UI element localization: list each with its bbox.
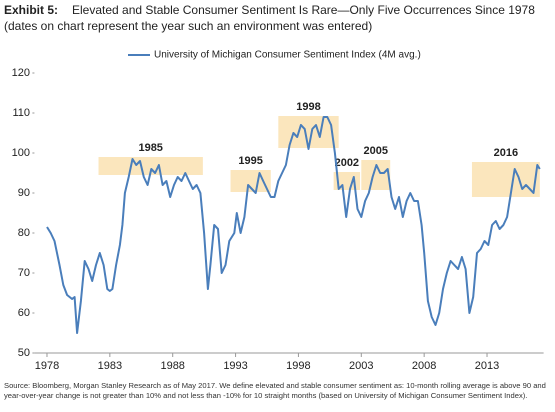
region-label: 1998 (296, 101, 320, 113)
region-label: 2002 (335, 157, 359, 169)
y-tick-label: 90 (18, 187, 30, 199)
region-label: 2005 (364, 145, 388, 157)
series-line (46, 116, 541, 334)
y-tick-label: 50 (18, 347, 30, 359)
chart: Exhibit 5: Elevated and Stable Consumer … (4, 3, 544, 372)
x-tick-label: 2003 (349, 360, 373, 372)
y-tick-label: 120 (12, 67, 30, 79)
x-tick-label: 1988 (160, 360, 184, 372)
y-tick-label: 80 (18, 227, 30, 239)
y-tick-label: 110 (12, 107, 30, 119)
highlight-region (98, 157, 203, 175)
x-tick-label: 1998 (286, 360, 310, 372)
region-label: 1985 (138, 142, 162, 154)
x-tick-label: 1993 (223, 360, 247, 372)
y-tick-label: 60 (18, 307, 30, 319)
x-tick-label: 2008 (412, 360, 436, 372)
x-tick-label: 1978 (35, 360, 59, 372)
source-note: Source: Bloomberg, Morgan Stanley Resear… (4, 381, 546, 400)
region-label: 2016 (494, 147, 518, 159)
region-label: 1995 (238, 155, 262, 167)
x-tick-label: 2013 (475, 360, 499, 372)
chart-title: Elevated and Stable Consumer Sentiment I… (72, 3, 535, 17)
chart-subtitle: (dates on chart represent the year such … (4, 19, 372, 33)
x-tick-label: 1983 (98, 360, 122, 372)
legend-label: University of Michigan Consumer Sentimen… (154, 50, 421, 61)
y-tick-label: 70 (18, 267, 30, 279)
y-tick-label: 100 (12, 147, 30, 159)
exhibit-label: Exhibit 5: (4, 3, 58, 17)
highlight-region (471, 162, 540, 197)
